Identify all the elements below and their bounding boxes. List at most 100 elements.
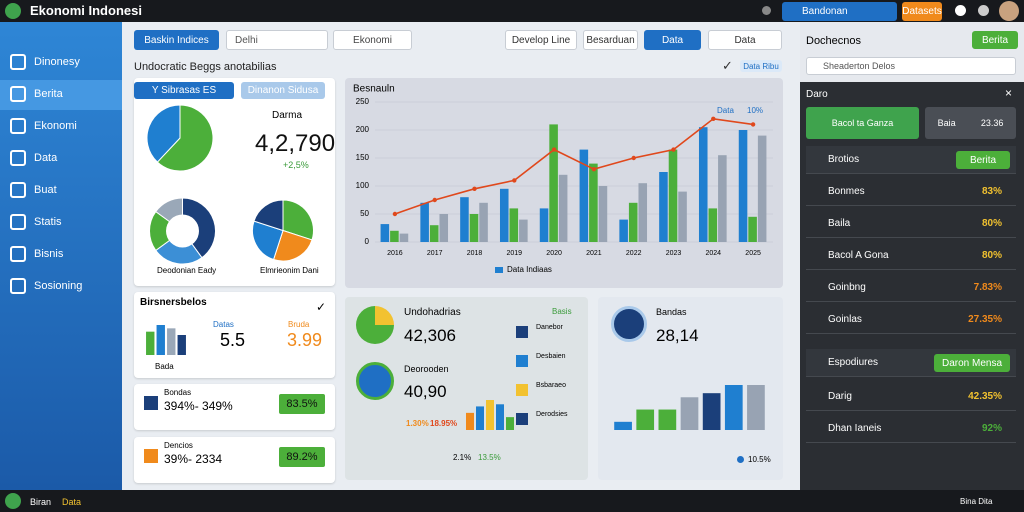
panel-row[interactable]: Bonmes 83% — [806, 178, 1016, 206]
panel-row[interactable]: Goinbng 7.83% — [806, 274, 1016, 302]
row-label: Goinlas — [828, 314, 862, 325]
group-button[interactable]: Daron Mensa — [934, 354, 1010, 372]
panel-row[interactable]: Baila 80% — [806, 210, 1016, 238]
kpi-value: 5.5 — [220, 330, 246, 350]
legend-dot — [737, 456, 744, 463]
panel-card[interactable]: Baia 23.36 — [925, 107, 1016, 139]
row-label: Bonmes — [828, 186, 865, 197]
primary-button[interactable]: Baskin Indices — [134, 30, 219, 50]
close-icon[interactable]: × — [1005, 86, 1013, 100]
panel-row[interactable]: Dhan Ianeis 92% — [806, 415, 1016, 443]
filter-select[interactable]: Ekonomi — [333, 30, 412, 50]
region-select[interactable]: Bandonan — [782, 2, 897, 21]
card-label: Baia — [937, 118, 956, 128]
pie-slice — [282, 199, 314, 241]
bar — [390, 230, 399, 242]
stat-value: 42,306 — [404, 326, 456, 345]
y-tick-label: 100 — [356, 181, 370, 190]
legend-icon — [516, 384, 528, 396]
pie-chart — [252, 199, 314, 262]
tag: Data Ribu — [740, 60, 782, 72]
card-title: Birsnersbelos — [140, 297, 207, 308]
row-label: Bacol A Gona — [828, 250, 889, 261]
bar — [380, 224, 390, 242]
nav-item[interactable]: Ekonomi — [0, 112, 122, 140]
value-label: 18.95% — [430, 419, 458, 428]
datasets-button[interactable]: Datasets — [902, 2, 942, 21]
period-select[interactable]: Data — [708, 30, 782, 50]
search-input[interactable]: Delhi — [226, 30, 328, 50]
nav-item[interactable]: Buat — [0, 176, 122, 204]
tab[interactable]: Y Sibrasas ES — [134, 82, 234, 99]
action-button[interactable]: Besarduan — [583, 30, 638, 50]
data-select[interactable]: Data — [644, 30, 701, 50]
bars-label: Bada — [155, 362, 174, 371]
line-point — [750, 122, 756, 127]
kpi-change: +2,5% — [283, 160, 309, 170]
row-label: Bondas — [164, 388, 192, 397]
footer-tag: Data — [62, 497, 82, 507]
row-value: 80% — [981, 218, 1002, 229]
nav-item[interactable]: Bisnis — [0, 240, 122, 268]
check-icon[interactable]: ✓ — [316, 300, 327, 314]
group-button[interactable]: Berita — [956, 151, 1010, 169]
panel-row[interactable]: Bacol A Gona 80% — [806, 242, 1016, 270]
bar — [738, 130, 748, 242]
panel-row[interactable]: Darig 42.35% — [806, 383, 1016, 411]
legend-icon — [516, 413, 528, 425]
pie-chart — [146, 104, 214, 172]
icon[interactable] — [978, 5, 989, 16]
bar — [614, 421, 632, 430]
bar — [598, 186, 608, 242]
bar — [466, 412, 474, 430]
value-label: 1.30% — [406, 419, 429, 428]
app-title: Ekonomi Indonesi — [30, 3, 142, 18]
mini-bars — [146, 325, 186, 355]
panel-button[interactable]: Berita — [972, 31, 1018, 49]
bar — [702, 393, 721, 430]
action-button[interactable]: Develop Line — [505, 30, 577, 50]
nav-item[interactable]: Berita — [0, 80, 122, 108]
nav-item[interactable]: Sosioning — [0, 272, 122, 300]
bar — [636, 409, 655, 430]
search-input[interactable]: Sheaderton Delos — [806, 57, 1016, 75]
bar — [549, 124, 558, 242]
y-tick-label: 150 — [356, 153, 370, 162]
x-tick-label: 2021 — [586, 250, 602, 257]
y-tick-label: 50 — [360, 209, 369, 218]
panel-title: Dochecnos — [806, 35, 862, 47]
row-value: 27.35% — [968, 314, 1002, 325]
footer-right: Bina Dita — [960, 497, 993, 506]
bar — [539, 208, 549, 242]
footer-label: Biran — [30, 497, 52, 507]
pie-slice — [156, 104, 214, 172]
line-point — [591, 167, 597, 172]
row-value: 7.83% — [973, 282, 1002, 293]
line-point — [392, 211, 398, 217]
icon[interactable] — [955, 5, 966, 16]
avatar[interactable] — [999, 1, 1019, 21]
bar — [177, 335, 186, 355]
legend: 10.5% — [748, 455, 771, 464]
nav-item[interactable]: Dinonesy — [0, 48, 122, 76]
note-value: 10% — [747, 106, 763, 115]
bar — [628, 202, 638, 242]
chart-title: Besnauln — [353, 84, 395, 95]
bar — [638, 183, 648, 242]
value-label: 13.5% — [478, 453, 501, 462]
panel-row[interactable]: Goinlas 27.35% — [806, 306, 1016, 334]
y-tick-label: 200 — [356, 125, 370, 134]
nav-item[interactable]: Data — [0, 144, 122, 172]
panel-card[interactable]: Bacol ta Ganza — [806, 107, 919, 139]
bar — [476, 406, 484, 430]
bar — [757, 135, 767, 242]
pie-slice — [272, 229, 313, 262]
nav-item[interactable]: Statis — [0, 208, 122, 236]
stat-value: 28,14 — [656, 326, 699, 345]
stat-title: Deorooden — [404, 364, 449, 374]
bar — [718, 155, 727, 242]
check-icon[interactable]: ✓ — [722, 58, 733, 73]
tab[interactable]: Dinanon Sidusa — [241, 82, 325, 99]
line-point — [432, 197, 437, 203]
icon — [356, 362, 394, 400]
